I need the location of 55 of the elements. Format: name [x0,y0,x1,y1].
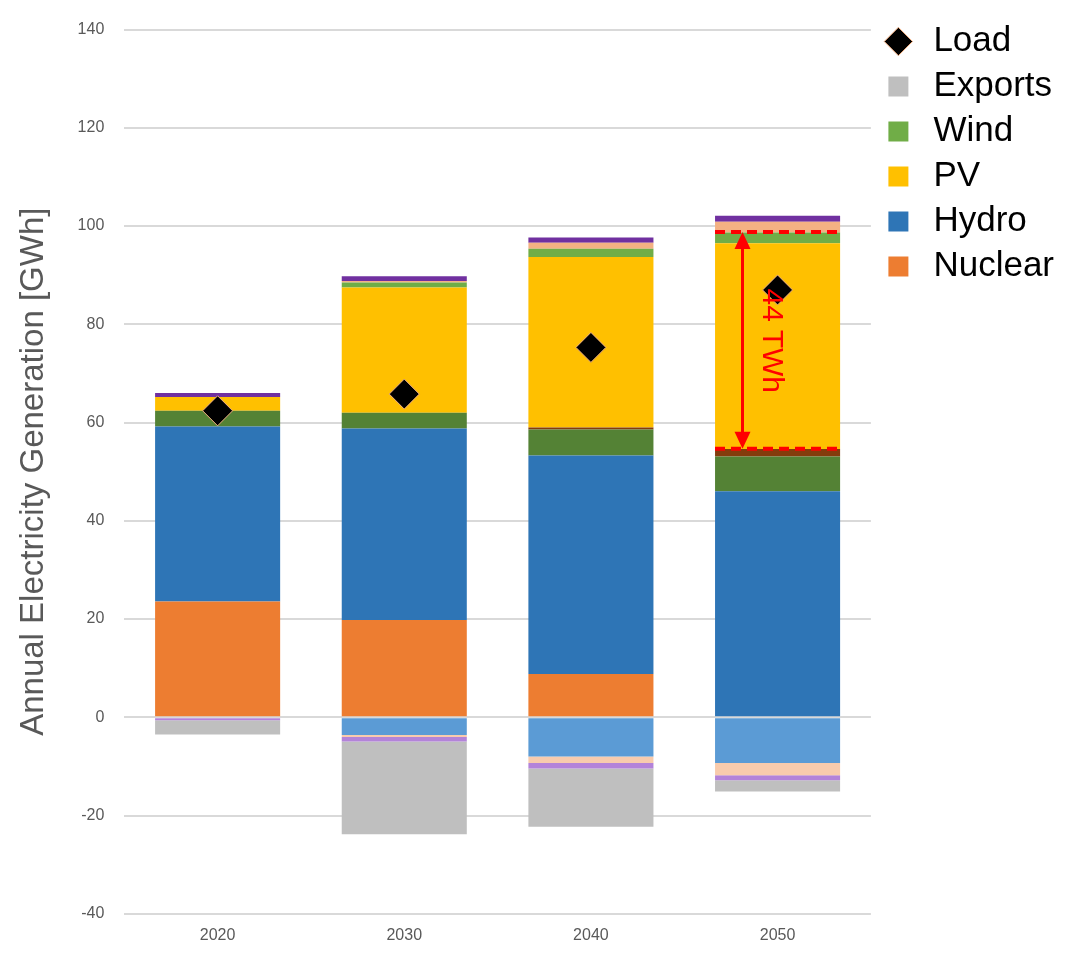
bar [715,456,841,492]
bar [341,620,467,717]
bar [155,426,281,602]
y-tick-label: 20 [86,609,105,627]
bar [341,428,467,621]
bar [715,718,841,763]
y-tick-label: -20 [81,805,105,823]
x-tick-label: 2050 [759,925,796,943]
bar [528,429,654,456]
x-tick-label: 2020 [199,925,236,943]
y-tick-label: -40 [81,904,105,922]
y-tick-label: 100 [77,216,105,234]
legend-label: Wind [933,109,1014,149]
bar [341,287,467,413]
bar [155,393,281,398]
bar [155,601,281,717]
point [388,378,420,410]
bar [528,257,654,428]
bar [341,276,467,282]
legend-label: Exports [933,64,1053,104]
y-tick-label: 40 [86,511,105,529]
bar [715,491,841,717]
y-tick-label: 60 [86,412,105,430]
bar [528,718,654,757]
y-tick-label: 0 [95,707,105,725]
y-tick-label: 140 [77,20,105,38]
legend-label: PV [933,154,981,194]
x-tick-label: 2040 [573,925,609,943]
legend-label: Nuclear [933,244,1055,284]
y-tick-label: 120 [77,118,105,136]
legend-label: Load [933,19,1012,59]
y-axis-title: Annual Electricity Generation [GWh] [12,207,50,736]
bar [528,756,654,763]
annotation: 44 TWh [757,288,791,394]
bar [528,242,654,249]
bar [528,237,654,243]
legend-label: Hydro [933,199,1027,239]
bar [341,718,467,735]
x-tick-label: 2030 [386,925,423,943]
bar [341,736,467,742]
point [202,395,234,427]
bar [715,775,841,781]
point [575,331,607,363]
bar [528,248,654,258]
bar [341,412,467,429]
bar [715,763,841,776]
bar [528,674,654,717]
bar [528,455,654,675]
bar [715,215,841,222]
bar [715,780,841,792]
bar [155,720,281,735]
bar [341,741,467,835]
bar [528,768,654,827]
y-tick-label: 80 [86,314,105,332]
bar [528,763,654,769]
